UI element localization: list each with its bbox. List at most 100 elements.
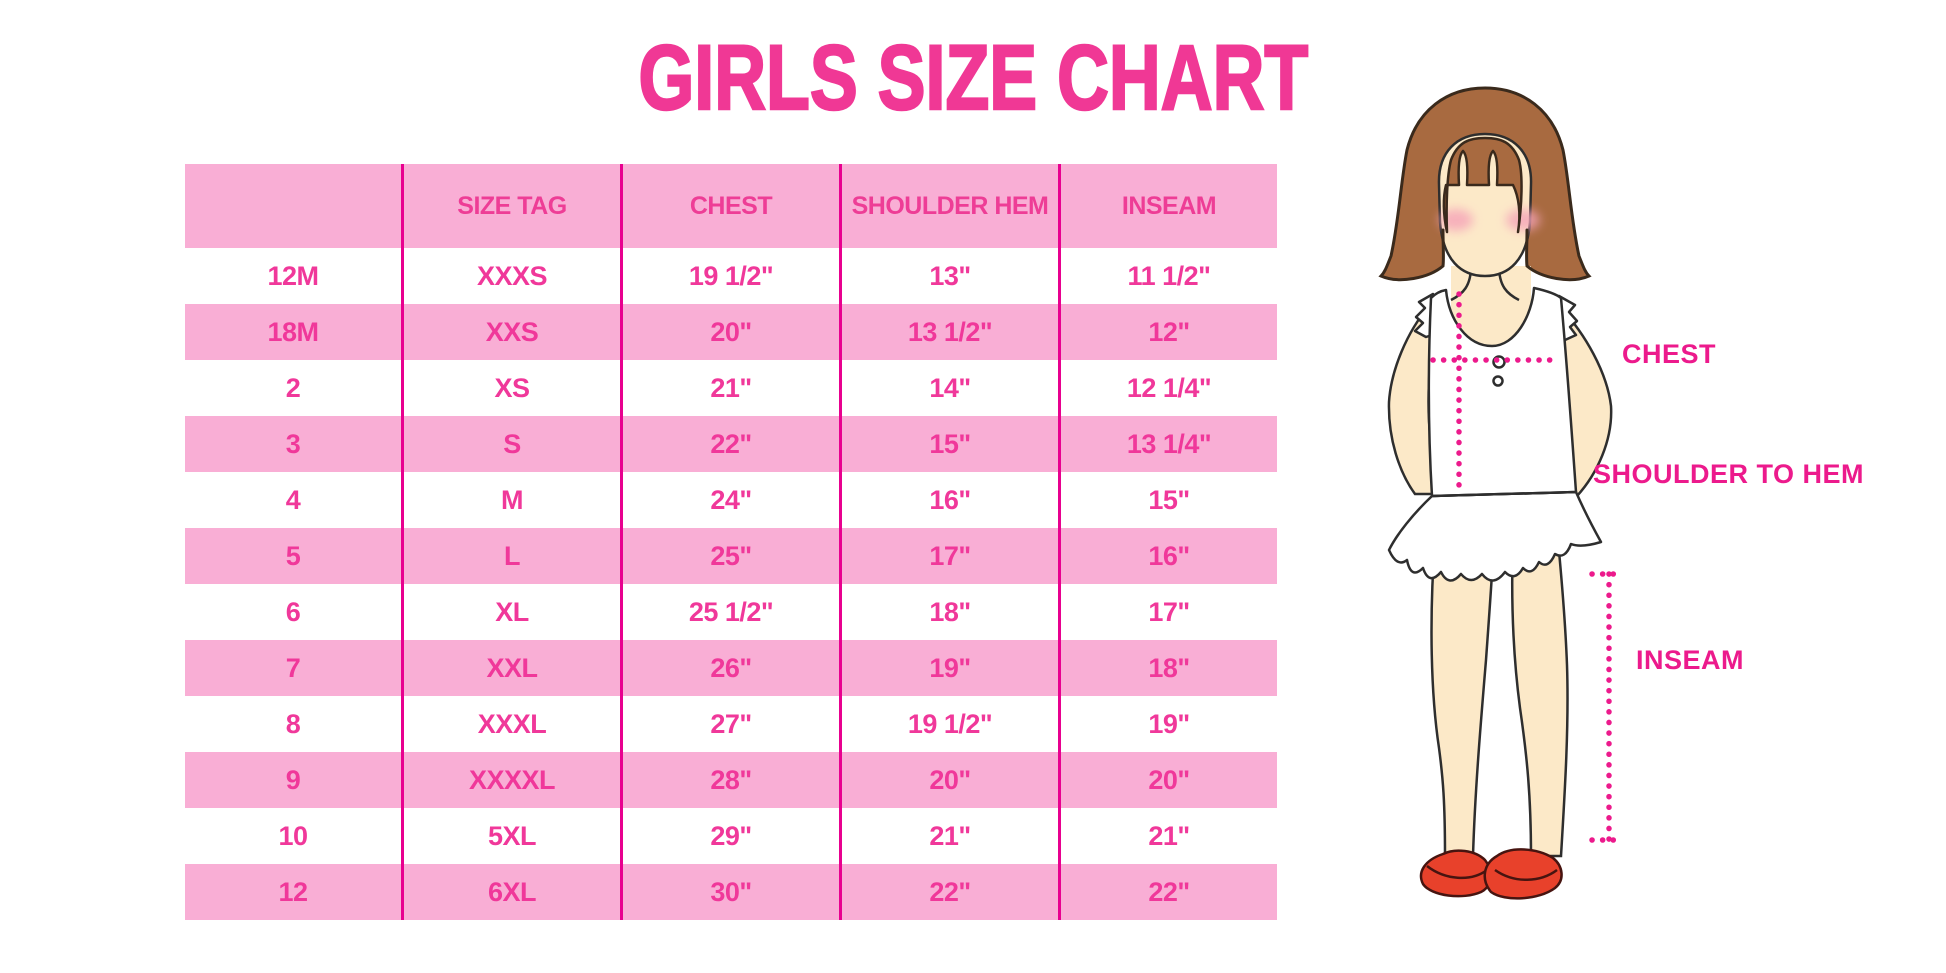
header-cell-blank xyxy=(185,164,403,248)
table-cell: 25 1/2" xyxy=(620,584,841,640)
table-cell: 21" xyxy=(620,360,841,416)
table-cell: 4 xyxy=(285,484,301,515)
table-cell: 10 xyxy=(278,820,308,851)
table-cell: 17" xyxy=(839,528,1060,584)
size-table-body: 12M XXXS 19 1/2" 13" 11 1/2" 18M XXS 20" 13 1/2"… xyxy=(185,248,1277,920)
shoe-left xyxy=(1419,849,1492,898)
hair-back xyxy=(1381,88,1589,280)
table-cell: XXS xyxy=(401,304,622,360)
table-cell: 14" xyxy=(839,360,1060,416)
header-cell-inseam: INSEAM xyxy=(1058,164,1277,248)
table-cell: 13 1/4" xyxy=(1058,416,1277,472)
table-cell: M xyxy=(401,472,622,528)
table-row: 12M XXXS 19 1/2" 13" 11 1/2" xyxy=(185,248,1277,304)
table-cell: 16" xyxy=(1058,528,1277,584)
hair-outline xyxy=(1378,86,1592,282)
table-row: 2 XS 21" 14" 12 1/4" xyxy=(185,360,1277,416)
table-cell: 24" xyxy=(620,472,841,528)
skirt xyxy=(1387,490,1603,582)
header-cell-shoulder-hem: SHOULDER HEM xyxy=(839,164,1060,248)
table-cell: 30" xyxy=(620,864,841,920)
table-cell: 5XL xyxy=(401,808,622,864)
girls-size-table: SIZE TAG CHEST SHOULDER HEM INSEAM 12M XX… xyxy=(185,164,1277,920)
header-row: SIZE TAG CHEST SHOULDER HEM INSEAM xyxy=(185,164,1277,248)
girl-figure-svg xyxy=(1378,86,1621,900)
table-cell: 18M xyxy=(267,316,319,347)
table-cell: 18" xyxy=(839,584,1060,640)
table-cell: 9 xyxy=(285,764,301,795)
girl-illustration xyxy=(1355,80,1685,920)
table-cell: 22" xyxy=(839,864,1060,920)
table-cell: 13" xyxy=(839,248,1060,304)
table-cell: XXXXL xyxy=(401,752,622,808)
table-cell: L xyxy=(401,528,622,584)
shoe-left-strap xyxy=(1426,865,1488,880)
table-cell: XS xyxy=(401,360,622,416)
table-cell: 2 xyxy=(285,372,301,403)
measurement-lines xyxy=(1430,291,1621,843)
table-row: 4 M 24" 16" 15" xyxy=(185,472,1277,528)
table-cell: 6XL xyxy=(401,864,622,920)
table-cell: 25" xyxy=(620,528,841,584)
table-cell: 17" xyxy=(1058,584,1277,640)
table-row: 12 6XL 30" 22" 22" xyxy=(185,864,1277,920)
table-cell: XL xyxy=(401,584,622,640)
bodice xyxy=(1427,286,1578,498)
table-cell: 12 xyxy=(278,876,308,907)
page-title-text: GIRLS SIZE CHART xyxy=(637,26,1309,131)
table-row: 6 XL 25 1/2" 18" 17" xyxy=(185,584,1277,640)
header-cell-chest: CHEST xyxy=(620,164,841,248)
table-row: 5 L 25" 17" 16" xyxy=(185,528,1277,584)
table-cell: 21" xyxy=(839,808,1060,864)
size-table-header: SIZE TAG CHEST SHOULDER HEM INSEAM xyxy=(185,164,1277,248)
blush-right xyxy=(1506,209,1540,231)
shoe-right-strap xyxy=(1494,868,1558,881)
header-cell-size-tag: SIZE TAG xyxy=(401,164,622,248)
table-cell: 8 xyxy=(285,708,301,739)
table-row: 10 5XL 29" 21" 21" xyxy=(185,808,1277,864)
page-title: GIRLS SIZE CHART xyxy=(0,26,1946,136)
shoe-right xyxy=(1483,848,1563,900)
inseam-label: INSEAM xyxy=(1636,645,1745,675)
shoulder-to-hem-label: SHOULDER TO HEM xyxy=(1593,459,1865,489)
table-cell: 18" xyxy=(1058,640,1277,696)
table-cell: 15" xyxy=(839,416,1060,472)
table-cell: 29" xyxy=(620,808,841,864)
waist-seam xyxy=(1431,490,1577,498)
table-cell: 3 xyxy=(285,428,301,459)
table-cell: 6 xyxy=(285,596,301,627)
neck xyxy=(1451,266,1531,359)
table-cell: 19 1/2" xyxy=(839,696,1060,752)
table-cell: 22" xyxy=(620,416,841,472)
table-cell: 12 1/4" xyxy=(1058,360,1277,416)
table-cell: 7 xyxy=(285,652,301,683)
table-cell: 27" xyxy=(620,696,841,752)
table-row: 3 S 22" 15" 13 1/4" xyxy=(185,416,1277,472)
table-row: 7 XXL 26" 19" 18" xyxy=(185,640,1277,696)
table-cell: 12" xyxy=(1058,304,1277,360)
table-cell: XXL xyxy=(401,640,622,696)
table-cell: 20" xyxy=(839,752,1060,808)
table-cell: 15" xyxy=(1058,472,1277,528)
table-cell: 11 1/2" xyxy=(1058,248,1277,304)
table-row: 8 XXXL 27" 19 1/2" 19" xyxy=(185,696,1277,752)
chest-label: CHEST xyxy=(1622,339,1717,369)
bangs xyxy=(1442,136,1523,234)
table-cell: 20" xyxy=(620,304,841,360)
table-cell: 19 1/2" xyxy=(620,248,841,304)
table-row: 18M XXS 20" 13 1/2" 12" xyxy=(185,304,1277,360)
table-cell: 12M xyxy=(267,260,319,291)
table-cell: 13 1/2" xyxy=(839,304,1060,360)
button-bottom xyxy=(1492,375,1504,387)
table-cell: 19" xyxy=(839,640,1060,696)
table-row: 9 XXXXL 28" 20" 20" xyxy=(185,752,1277,808)
leg-left xyxy=(1430,538,1496,858)
table-cell: 19" xyxy=(1058,696,1277,752)
leg-right xyxy=(1511,538,1569,858)
table-cell: 22" xyxy=(1058,864,1277,920)
table-cell: S xyxy=(401,416,622,472)
table-cell: XXXL xyxy=(401,696,622,752)
table-cell: XXXS xyxy=(401,248,622,304)
table-cell: 5 xyxy=(285,540,301,571)
table-cell: 20" xyxy=(1058,752,1277,808)
